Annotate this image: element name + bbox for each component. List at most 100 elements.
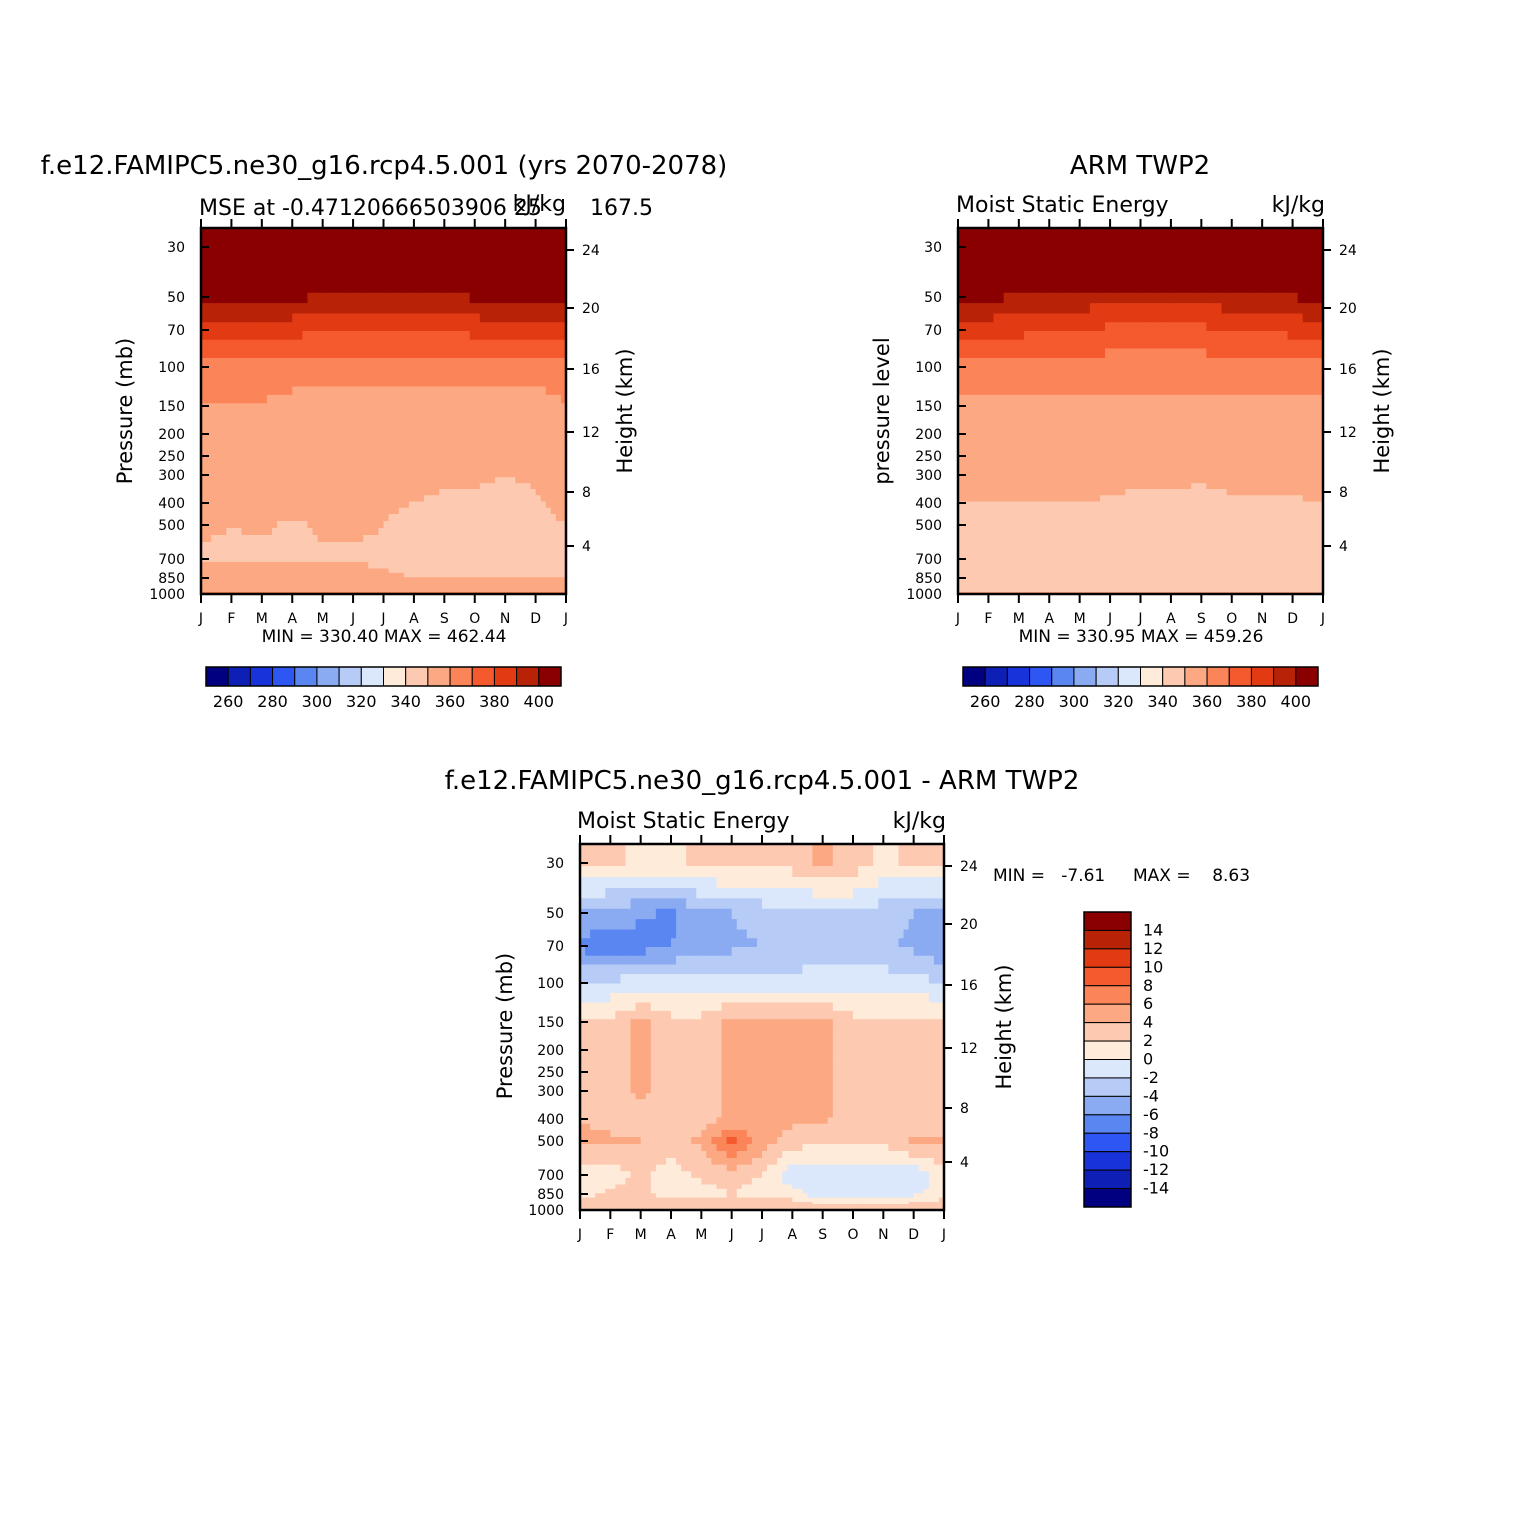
contour-cell xyxy=(231,590,238,593)
contour-cell xyxy=(221,438,227,446)
contour-cell xyxy=(201,250,207,262)
contour-cell xyxy=(424,535,430,543)
contour-cell xyxy=(266,445,273,451)
contour-cell xyxy=(246,495,253,503)
contour-cell xyxy=(216,495,222,503)
contour-cell xyxy=(439,420,445,427)
contour-cell xyxy=(201,465,207,472)
contour-cell xyxy=(231,394,238,404)
contour-cell xyxy=(1191,339,1197,350)
contour-cell xyxy=(231,586,238,589)
contour-cell xyxy=(353,460,359,467)
contour-cell xyxy=(241,548,248,556)
contour-cell xyxy=(358,367,364,378)
contour-cell xyxy=(560,313,567,323)
contour-cell xyxy=(418,377,425,388)
contour-cell xyxy=(1175,339,1182,350)
contour-cell xyxy=(408,426,415,434)
height-tick-label: 4 xyxy=(582,539,591,555)
contour-cell xyxy=(408,561,415,570)
contour-cell xyxy=(261,377,268,388)
contour-cell xyxy=(292,514,298,522)
contour-cell xyxy=(1211,239,1218,251)
contour-cell xyxy=(322,445,329,451)
contour-cell xyxy=(515,450,521,456)
contour-cell xyxy=(454,272,461,283)
contour-cell xyxy=(348,542,354,550)
contour-cell xyxy=(246,568,253,574)
contour-cell xyxy=(1302,331,1309,341)
contour-cell xyxy=(1039,292,1045,304)
contour-cell xyxy=(550,239,557,251)
contour-cell xyxy=(510,450,516,456)
contour-cell xyxy=(398,561,405,570)
contour-cell xyxy=(292,282,298,294)
colorbar-label: 280 xyxy=(257,692,288,711)
contour-cell xyxy=(261,261,268,273)
contour-cell xyxy=(525,394,532,404)
contour-cell xyxy=(449,438,456,446)
contour-cell xyxy=(317,590,324,593)
contour-cell xyxy=(287,339,293,350)
contour-cell xyxy=(434,590,440,593)
contour-cell xyxy=(545,322,552,332)
contour-cell xyxy=(1064,228,1071,240)
contour-cell xyxy=(449,471,456,478)
contour-cell xyxy=(302,411,309,421)
contour-cell xyxy=(1099,377,1106,388)
contour-cell xyxy=(353,239,359,251)
contour-cell xyxy=(332,521,339,529)
contour-cell xyxy=(221,426,227,434)
contour-cell xyxy=(206,292,212,304)
contour-cell xyxy=(500,577,506,583)
contour-cell xyxy=(251,377,258,388)
contour-cell xyxy=(1069,322,1076,332)
contour-cell xyxy=(474,426,481,434)
contour-cell xyxy=(489,250,496,262)
contour-cell xyxy=(449,367,456,378)
contour-cell xyxy=(560,507,567,515)
contour-cell xyxy=(993,377,1000,388)
contour-cell xyxy=(383,303,390,315)
contour-cell xyxy=(327,586,334,589)
contour-cell xyxy=(221,542,227,550)
contour-cell xyxy=(510,358,516,369)
contour-cell xyxy=(418,426,425,434)
contour-cell xyxy=(535,313,542,323)
contour-cell xyxy=(1094,250,1101,262)
contour-cell xyxy=(206,455,212,461)
contour-cell xyxy=(1206,239,1213,251)
contour-cell xyxy=(1110,339,1116,350)
contour-cell xyxy=(322,528,329,536)
contour-cell xyxy=(429,568,435,574)
contour-cell xyxy=(1089,261,1096,273)
contour-cell xyxy=(287,367,293,378)
contour-cell xyxy=(1186,348,1192,359)
contour-cell xyxy=(216,445,222,451)
contour-cell xyxy=(418,367,425,378)
contour-cell xyxy=(378,535,385,543)
contour-cell xyxy=(1211,339,1218,350)
contour-cell xyxy=(1145,303,1152,315)
contour-cell xyxy=(292,561,298,570)
contour-cell xyxy=(1039,377,1045,388)
contour-cell xyxy=(525,581,532,587)
contour-cell xyxy=(1165,250,1172,262)
contour-cell xyxy=(525,282,532,294)
contour-cell xyxy=(261,303,268,315)
contour-cell xyxy=(449,514,456,522)
contour-cell xyxy=(337,420,344,427)
contour-cell xyxy=(282,568,288,574)
contour-cell xyxy=(358,261,364,273)
contour-cell xyxy=(292,501,298,509)
contour-cell xyxy=(358,489,364,496)
contour-cell xyxy=(226,555,233,563)
contour-cell xyxy=(484,568,491,574)
contour-cell xyxy=(540,386,547,396)
contour-cell xyxy=(555,403,562,413)
pressure-tick-label: 850 xyxy=(158,571,185,587)
contour-cell xyxy=(393,250,400,262)
contour-cell xyxy=(271,272,278,283)
contour-cell xyxy=(358,528,364,536)
contour-cell xyxy=(444,331,450,341)
